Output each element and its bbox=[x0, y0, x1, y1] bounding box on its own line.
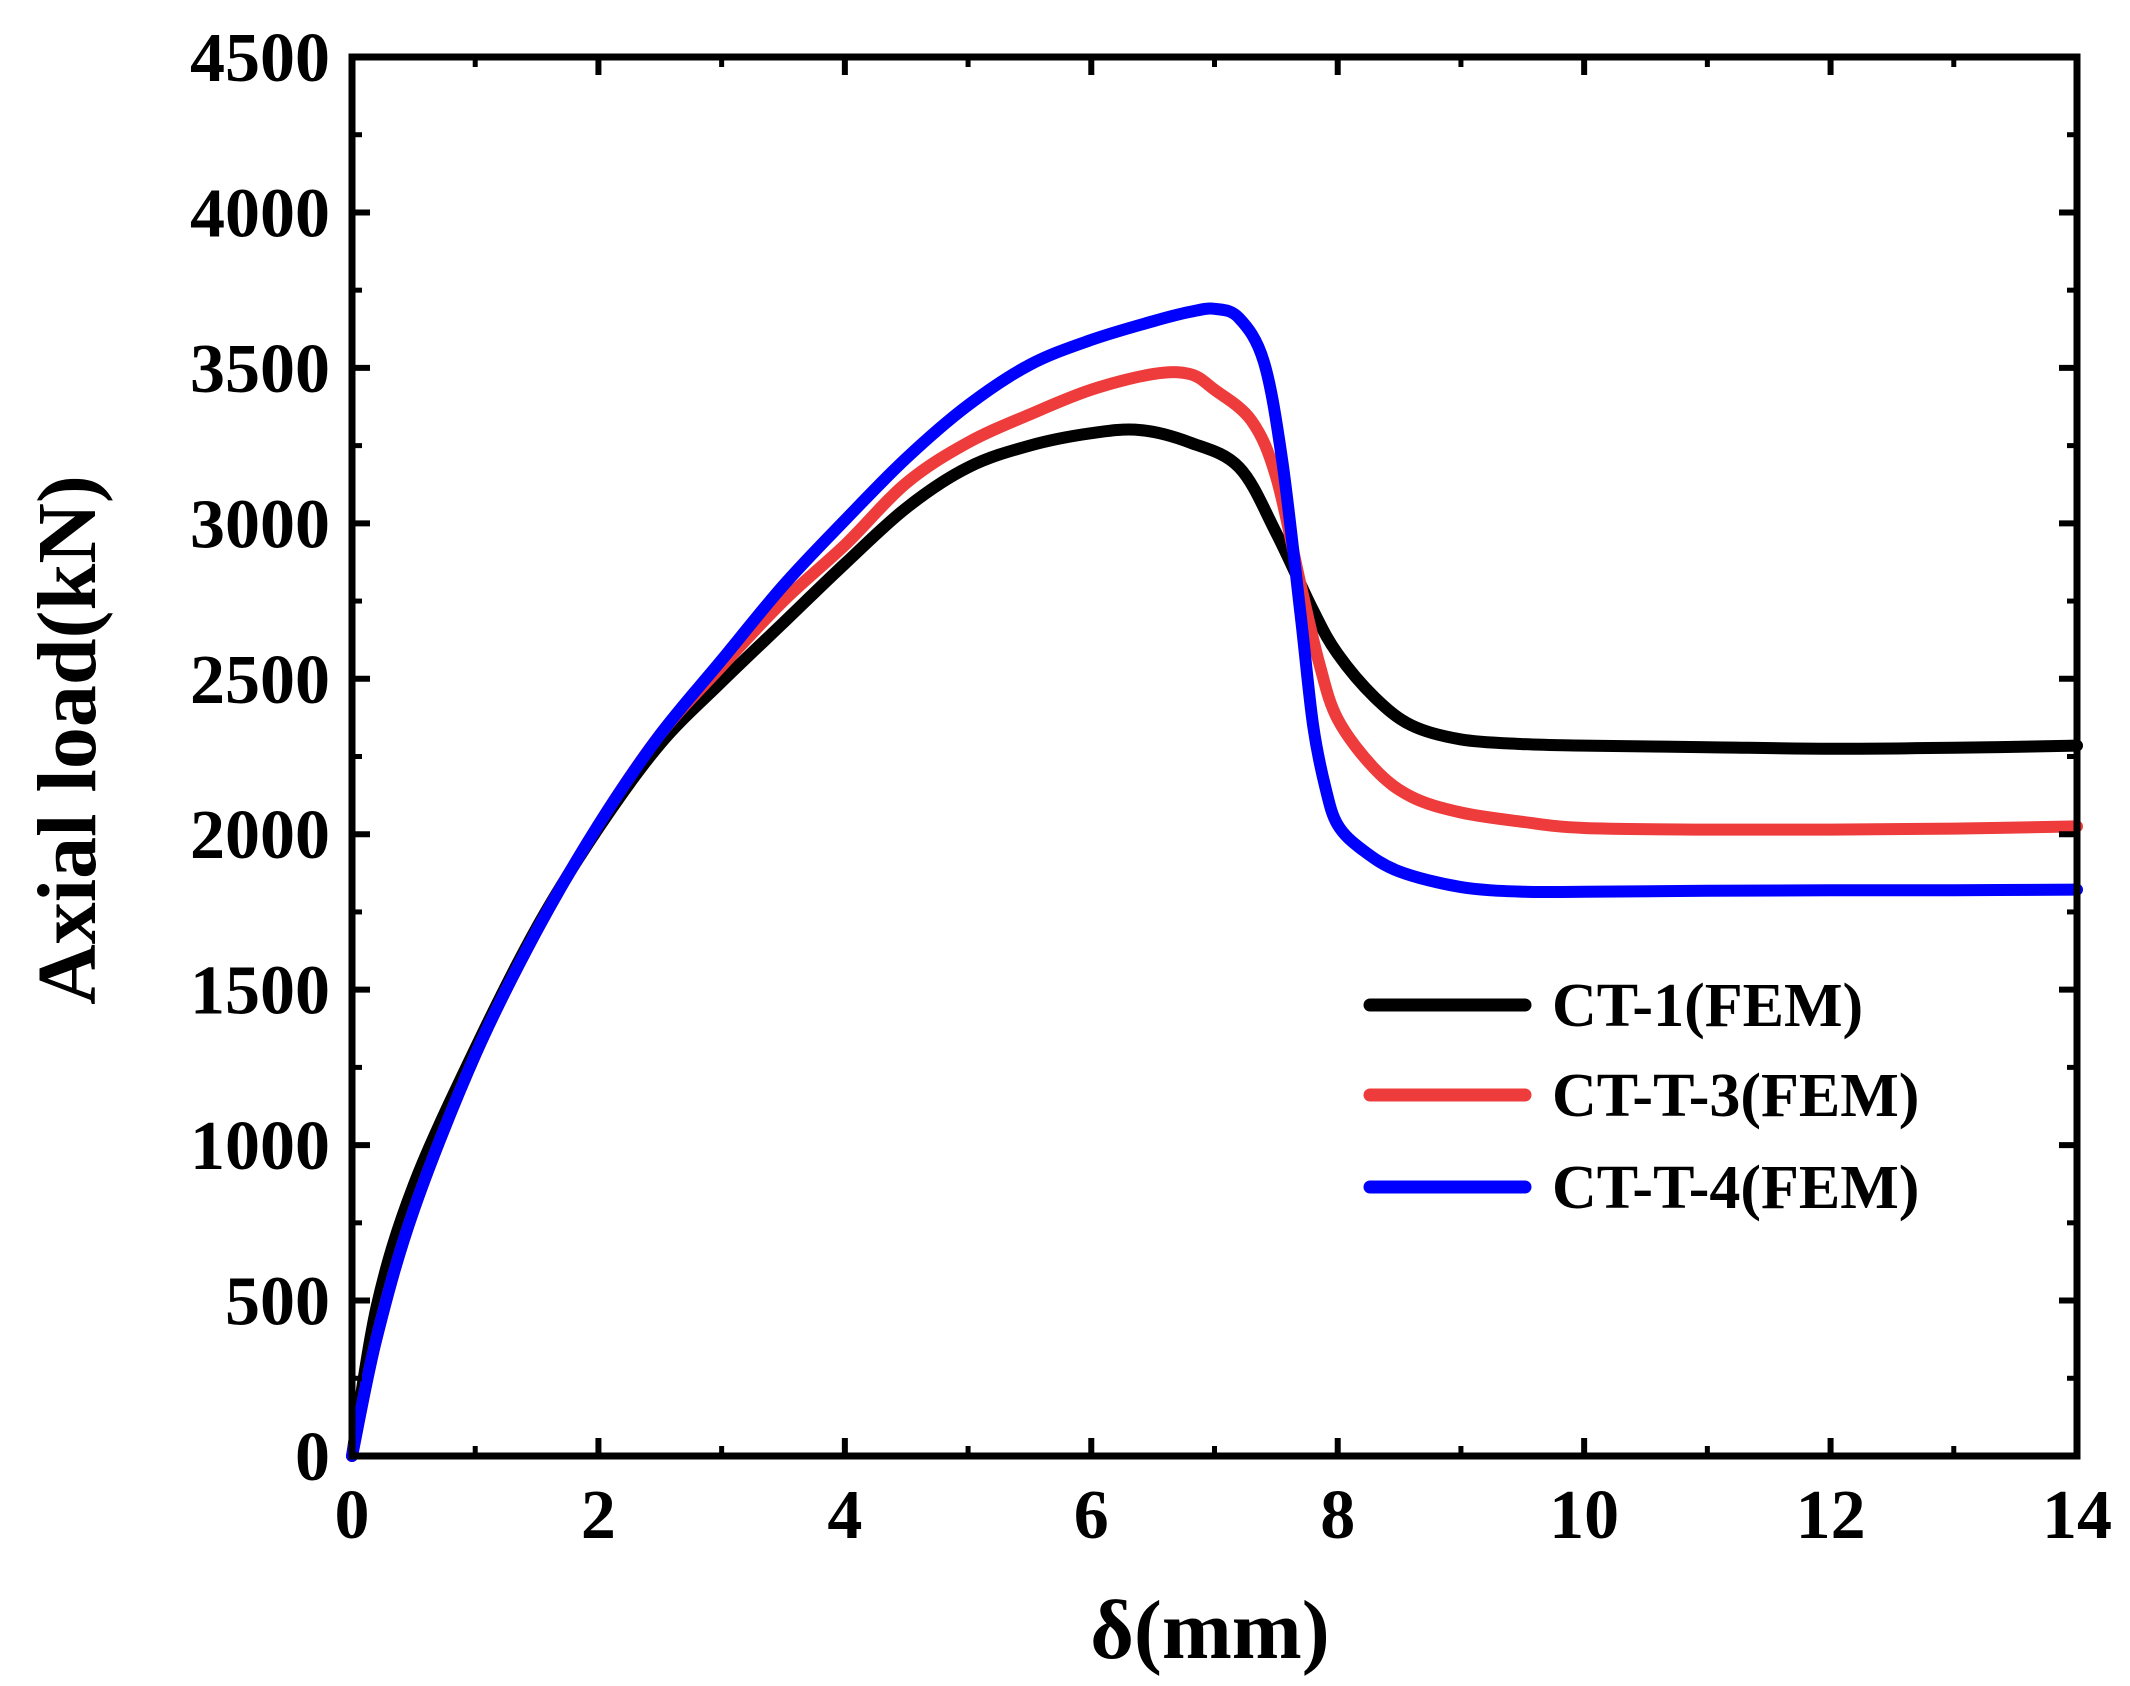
legend: CT-1(FEM) CT-T-3(FEM) CT-T-4(FEM) bbox=[1363, 972, 1919, 1222]
legend-label-ct-t-3: CT-T-3(FEM) bbox=[1552, 1062, 1919, 1130]
legend-label-ct-t-4: CT-T-4(FEM) bbox=[1552, 1154, 1919, 1222]
y-tick-label: 500 bbox=[225, 1264, 330, 1341]
series-line-ct-t-4 bbox=[346, 302, 2083, 1462]
y-tick-label: 3500 bbox=[190, 331, 330, 408]
x-axis-title: δ(mm) bbox=[1090, 1584, 1330, 1677]
y-tick-label: 2500 bbox=[190, 642, 330, 719]
legend-label-ct-1: CT-1(FEM) bbox=[1552, 972, 1863, 1040]
x-tick-label: 0 bbox=[335, 1477, 370, 1554]
y-tick-label: 4000 bbox=[190, 175, 330, 252]
x-tick-label: 6 bbox=[1074, 1477, 1109, 1554]
x-tick-label: 12 bbox=[1796, 1477, 1866, 1554]
x-tick-label: 8 bbox=[1320, 1477, 1355, 1554]
y-tick-label: 1500 bbox=[190, 953, 330, 1030]
x-tick-label: 14 bbox=[2042, 1477, 2112, 1554]
plot-lines bbox=[346, 302, 2083, 1462]
x-tick-label: 10 bbox=[1549, 1477, 1619, 1554]
y-tick-label: 3000 bbox=[190, 486, 330, 563]
y-tick-labels: 0 500 1000 1500 2000 2500 3000 3500 4000 4500 bbox=[190, 20, 330, 1496]
x-tick-labels: 0 2 4 6 8 10 12 14 bbox=[335, 1477, 2113, 1554]
y-tick-label: 4500 bbox=[190, 20, 330, 97]
y-axis-title: Axial load(kN) bbox=[21, 475, 114, 1005]
y-tick-label: 1000 bbox=[190, 1108, 330, 1185]
x-tick-label: 2 bbox=[581, 1477, 616, 1554]
x-tick-label: 4 bbox=[827, 1477, 862, 1554]
plot-frame bbox=[348, 53, 2081, 1460]
y-tick-label: 2000 bbox=[190, 797, 330, 874]
y-tick-label: 0 bbox=[295, 1419, 330, 1496]
